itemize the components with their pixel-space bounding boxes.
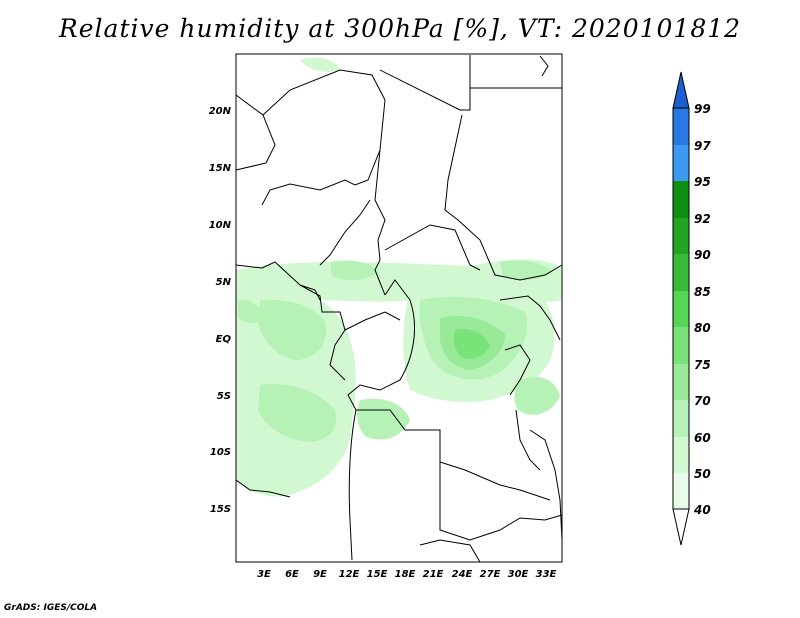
colorbar-label-90: 90: [694, 248, 711, 262]
colorbar-label-40: 40: [693, 503, 711, 517]
lon-label-18e: 18E: [395, 569, 416, 580]
lat-label-5s: 5S: [217, 391, 231, 402]
colorbar-label-50: 50: [694, 467, 711, 481]
lon-label-15e: 15E: [367, 569, 388, 580]
colorbar-segment-92: [673, 218, 689, 254]
colorbar-segment-60: [673, 437, 689, 473]
colorbar: 99 97 95 92 90 85 80 75 70 60 50 40: [672, 71, 711, 546]
colorbar-label-95: 95: [694, 175, 711, 189]
map-title: Relative humidity at 300hPa [%], VT: 202…: [58, 14, 742, 43]
colorbar-label-97: 97: [694, 139, 711, 153]
lon-label-3e: 3E: [257, 569, 271, 580]
colorbar-label-99: 99: [694, 102, 711, 116]
lat-label-20n: 20N: [209, 106, 232, 117]
colorbar-label-85: 85: [694, 285, 711, 299]
colorbar-top-triangle: [673, 72, 689, 108]
colorbar-bottom-triangle: [672, 508, 690, 546]
lon-label-12e: 12E: [339, 569, 360, 580]
country-borders: [235, 55, 563, 563]
colorbar-segment-75: [673, 364, 689, 400]
lon-label-21e: 21E: [423, 569, 444, 580]
colorbar-segment-85: [673, 291, 689, 327]
colorbar-segment-97: [673, 145, 689, 181]
lon-label-27e: 27E: [480, 569, 501, 580]
lon-label-6e: 6E: [285, 569, 299, 580]
lat-label-15s: 15S: [210, 504, 231, 515]
map-frame: [235, 53, 563, 563]
grads-credit: GrADS: IGES/COLA: [4, 603, 98, 613]
lat-label-10n: 10N: [209, 220, 232, 231]
colorbar-segment-95: [673, 181, 689, 218]
colorbar-segment-80: [673, 327, 689, 364]
colorbar-segment-70: [673, 400, 689, 437]
lon-label-24e: 24E: [452, 569, 473, 580]
lon-label-30e: 30E: [508, 569, 529, 580]
lon-label-9e: 9E: [313, 569, 327, 580]
colorbar-segment-90: [673, 254, 689, 291]
colorbar-label-80: 80: [694, 321, 711, 335]
colorbar-label-60: 60: [694, 431, 711, 445]
colorbar-label-75: 75: [694, 358, 711, 372]
lat-label-15n: 15N: [209, 163, 232, 174]
humidity-field: [236, 57, 562, 497]
colorbar-segment-50: [673, 473, 689, 509]
colorbar-label-70: 70: [694, 394, 711, 408]
colorbar-label-92: 92: [694, 212, 711, 226]
lat-label-5n: 5N: [216, 277, 232, 288]
lat-label-10s: 10S: [210, 447, 231, 458]
lon-label-33e: 33E: [536, 569, 557, 580]
colorbar-segment-99: [673, 108, 689, 145]
lat-label-eq: EQ: [216, 334, 232, 345]
